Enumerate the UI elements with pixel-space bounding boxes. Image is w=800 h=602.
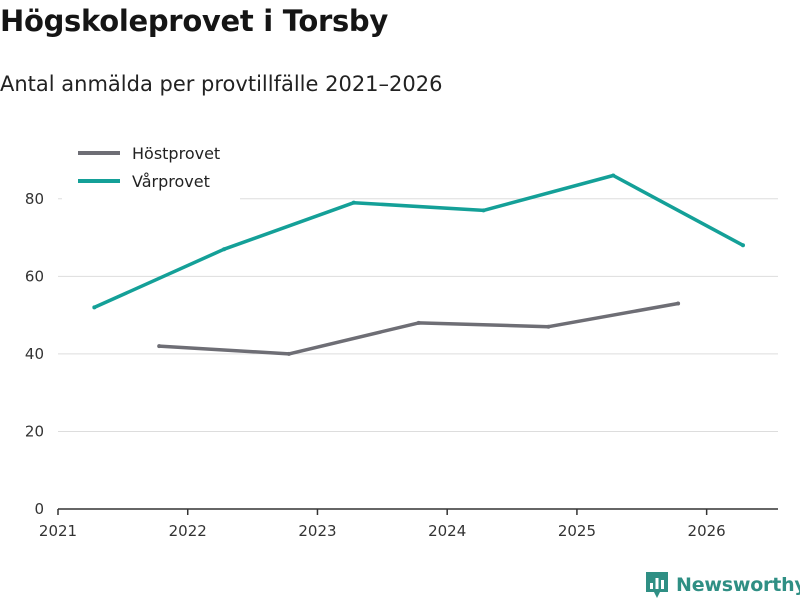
y-tick-label: 60 <box>25 267 44 285</box>
data-point-var <box>481 208 486 213</box>
data-point-host <box>157 344 162 349</box>
data-point-var <box>92 305 97 310</box>
x-axis: 0 20 40 60 80 2021 2022 2023 2024 2025 2026 <box>25 190 778 540</box>
line-chart: 0 20 40 60 80 2021 2022 2023 2024 2025 2026 Höstpr… <box>24 138 778 540</box>
data-point-host <box>676 301 681 306</box>
y-tick-label: 0 <box>34 500 44 518</box>
y-tick-label: 40 <box>25 345 44 363</box>
legend-label-hostprovet: Höstprovet <box>132 144 220 163</box>
x-tick-label: 2024 <box>428 522 466 540</box>
grid-lines <box>58 198 778 432</box>
series-lines <box>92 173 745 356</box>
data-point-var <box>222 247 227 252</box>
x-tick-label: 2021 <box>39 522 77 540</box>
legend: Höstprovet Vårprovet <box>62 138 240 200</box>
x-tick-label: 2025 <box>558 522 596 540</box>
chart-title: Högskoleprovet i Torsby <box>0 4 388 38</box>
x-tick-label: 2026 <box>688 522 726 540</box>
y-tick-label: 80 <box>25 190 44 208</box>
newsworthy-icon <box>646 572 668 598</box>
data-point-host <box>286 351 291 356</box>
newsworthy-logo: Newsworthy <box>644 568 800 602</box>
x-tick-label: 2023 <box>298 522 336 540</box>
legend-background <box>62 138 240 200</box>
series-line-var <box>92 173 745 310</box>
chart-subtitle: Antal anmälda per provtillfälle 2021–202… <box>0 72 443 96</box>
brand-name: Newsworthy <box>676 574 800 596</box>
x-tick-label: 2022 <box>169 522 207 540</box>
y-tick-label: 20 <box>25 422 44 440</box>
data-point-host <box>416 320 421 325</box>
data-point-var <box>740 243 745 248</box>
data-point-host <box>546 324 551 329</box>
legend-label-varprovet: Vårprovet <box>132 172 210 191</box>
data-point-var <box>611 173 616 178</box>
data-point-var <box>351 200 356 205</box>
series-line-host <box>157 301 680 356</box>
